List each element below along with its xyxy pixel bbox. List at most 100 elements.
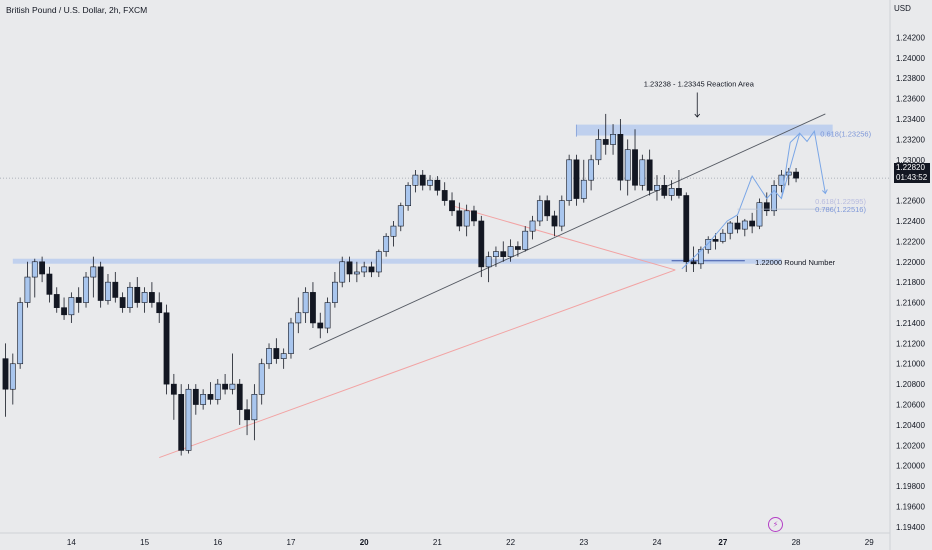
y-tick-label: 1.23400 [896, 115, 925, 124]
bullish-candle [24, 276, 31, 303]
bullish-candle [324, 302, 331, 329]
bullish-candle [624, 149, 631, 181]
y-tick-label: 1.19400 [896, 523, 925, 532]
bullish-candle [412, 174, 419, 186]
x-tick-label: 16 [213, 538, 222, 547]
bullish-candle [280, 353, 287, 359]
y-tick-label: 1.21200 [896, 339, 925, 348]
bearish-candle [471, 210, 477, 222]
bearish-candle [617, 134, 624, 181]
bullish-candle [214, 383, 221, 400]
x-tick-label: 22 [506, 538, 515, 547]
round-number-zone [12, 258, 782, 264]
x-tick-label: 28 [792, 538, 801, 547]
bearish-candle [192, 388, 199, 405]
bullish-candle [266, 348, 272, 365]
bearish-candle [712, 239, 719, 242]
y-tick-label: 1.21600 [896, 299, 925, 308]
fib-0618-top-label: 0.618(1.23256) [820, 130, 871, 139]
bullish-candle [258, 363, 265, 395]
y-tick-label: 1.21000 [896, 360, 925, 369]
current-price: 1.22820 [896, 163, 925, 172]
y-tick-label: 1.20600 [896, 401, 925, 410]
y-tick-label: 1.23800 [896, 74, 925, 83]
bullish-candle [17, 302, 24, 365]
bearish-candle [75, 297, 82, 303]
bearish-candle [478, 220, 485, 268]
currency-label: USD [894, 4, 911, 13]
bearish-candle [514, 246, 521, 250]
bearish-candle [156, 302, 163, 314]
symbol-title[interactable]: British Pound / U.S. Dollar, 2h, FXCM [6, 5, 148, 15]
bearish-candle [419, 174, 426, 186]
bullish-candle [200, 394, 207, 405]
bearish-candle [53, 294, 60, 308]
projection-leg [789, 132, 801, 143]
bullish-candle [141, 292, 148, 303]
current-price-badge: 1.22820 01:43:52 [894, 163, 930, 183]
bullish-candle [522, 230, 529, 250]
bearish-candle [178, 394, 185, 451]
bullish-candle [353, 271, 360, 275]
bullish-candle [68, 297, 75, 316]
y-tick-label: 1.19800 [896, 482, 925, 491]
bullish-candle [705, 239, 712, 250]
bearish-candle [273, 348, 280, 359]
bearish-candle [170, 383, 177, 395]
bearish-candle [434, 179, 441, 191]
bearish-candle [734, 222, 741, 230]
bullish-candle [485, 256, 492, 268]
bearish-candle [149, 292, 155, 303]
trendlines-layer [0, 113, 890, 459]
y-tick-label: 1.23200 [896, 135, 925, 144]
bearish-candle [661, 184, 668, 196]
bearish-candle [346, 261, 353, 275]
y-tick-label: 1.20400 [896, 421, 925, 430]
bearish-candle [61, 307, 67, 316]
bearish-candle [544, 200, 551, 217]
bearish-candle [690, 261, 697, 265]
bullish-candle [302, 292, 309, 314]
x-tick-label: 20 [360, 538, 369, 547]
bearish-candle [310, 292, 316, 324]
zones-layer [12, 124, 833, 264]
bullish-candle [668, 188, 675, 196]
bearish-candle [456, 210, 463, 227]
bearish-candle [222, 383, 228, 390]
y-tick-label: 1.22600 [896, 197, 925, 206]
ascending-trendline [309, 113, 826, 350]
reaction-zone [576, 124, 833, 136]
bullish-candle [580, 179, 587, 199]
bearish-candle [749, 220, 756, 227]
bullish-candle [727, 222, 734, 234]
lightning-icon[interactable]: ⚡ [768, 517, 783, 532]
y-tick-label: 1.23000 [896, 156, 925, 165]
bearish-candle [207, 394, 214, 400]
x-tick-label: 29 [865, 538, 874, 547]
bullish-candle [288, 322, 294, 354]
bullish-candle [83, 276, 89, 303]
bullish-candle [405, 184, 411, 206]
bullish-candle [741, 220, 748, 230]
bearish-candle [449, 200, 455, 212]
bearish-candle [39, 261, 45, 275]
bearish-candle [793, 171, 799, 179]
bearish-candle [683, 195, 690, 263]
bullish-candle [361, 266, 368, 273]
bullish-candle [566, 159, 573, 201]
bullish-candle [529, 220, 536, 232]
y-tick-label: 1.21400 [896, 319, 925, 328]
bullish-candle [493, 251, 499, 257]
x-tick-label: 14 [67, 538, 76, 547]
bullish-candle [639, 159, 646, 186]
bullish-candle [463, 210, 470, 227]
bar-countdown: 01:43:52 [896, 173, 928, 182]
bullish-candle [558, 200, 565, 227]
bearish-candle [134, 286, 141, 303]
bearish-candle [441, 190, 448, 201]
y-tick-label: 1.24000 [896, 54, 925, 63]
bullish-candle [771, 184, 777, 212]
bullish-candle [331, 281, 338, 303]
bullish-candle [383, 235, 390, 252]
